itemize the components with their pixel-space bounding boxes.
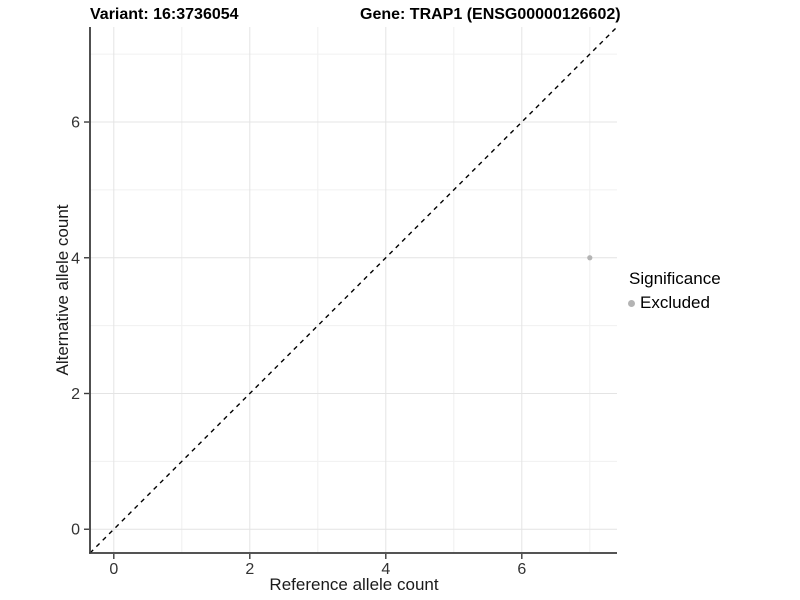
title-variant: Variant: 16:3736054 <box>90 6 239 23</box>
y-tick-label: 6 <box>71 115 80 132</box>
data-point <box>587 255 593 261</box>
y-tick-label: 2 <box>71 386 80 403</box>
y-axis-label: Alternative allele count <box>53 204 72 376</box>
x-tick-label: 4 <box>381 561 390 578</box>
legend-item-excluded: Excluded <box>628 293 721 313</box>
legend-item-label: Excluded <box>640 293 710 312</box>
legend-title: Significance <box>629 269 721 288</box>
x-axis-label: Reference allele count <box>269 575 439 594</box>
x-tick-label: 6 <box>517 561 526 578</box>
x-tick-label: 0 <box>109 561 118 578</box>
x-tick-label: 2 <box>245 561 254 578</box>
excluded-point-icon <box>628 299 635 307</box>
legend: Significance Excluded <box>628 269 721 313</box>
y-tick-label: 0 <box>71 522 80 539</box>
y-tick-label: 4 <box>71 250 80 267</box>
title-gene: Gene: TRAP1 (ENSG00000126602) <box>360 6 621 23</box>
identity-dashed-line <box>89 26 618 554</box>
